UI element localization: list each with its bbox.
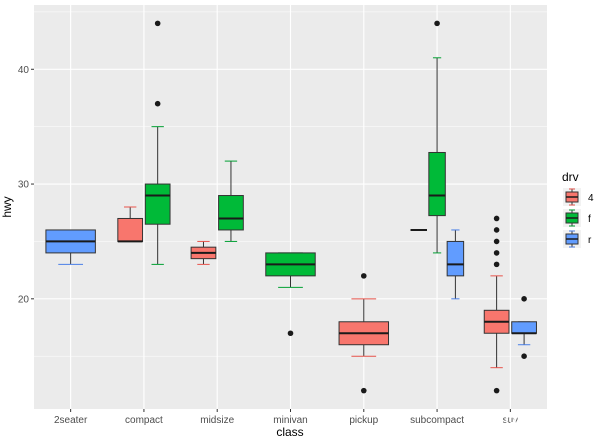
x-axis-ticks: 2seater compact midsize minivan pickup subcom… [54, 409, 518, 426]
outlier-point [287, 330, 294, 337]
outlier-point [521, 296, 527, 302]
boxes-layer [45, 20, 537, 394]
outlier-point [493, 227, 500, 233]
y-tick-label: 30 [18, 180, 30, 191]
y-tick-label: 20 [18, 294, 30, 305]
outlier-point [493, 238, 500, 245]
y-axis-title: hwy [0, 196, 14, 217]
x-tick-label: compact [125, 415, 163, 426]
box-body [511, 321, 537, 334]
y-tick-label: 40 [18, 65, 30, 76]
outlier-point [360, 387, 367, 394]
box-suv-4 [483, 215, 510, 394]
legend: drv 4 fr [562, 170, 594, 248]
legend-key-f [563, 209, 581, 227]
legend-title: drv [562, 170, 579, 184]
outlier-point [434, 20, 440, 27]
watermark: 知乎 @名本无名 [470, 410, 580, 428]
legend-key-4 [563, 188, 581, 206]
x-tick-label: minivan [273, 415, 307, 426]
box-2seater-r [45, 229, 96, 265]
legend-label-4: 4 [588, 193, 594, 204]
x-tick-label: suv [503, 415, 519, 426]
outlier-point [154, 20, 161, 27]
box-body [218, 195, 244, 231]
box-suv-r [511, 296, 537, 360]
x-tick-label: subcompact [410, 415, 464, 426]
box-body [428, 151, 446, 217]
outlier-point [493, 250, 500, 256]
box-midsize-f [218, 160, 244, 242]
y-axis-ticks: 20 30 40 [18, 65, 34, 305]
box-midsize-4 [190, 240, 217, 265]
box-pickup-4 [338, 273, 390, 394]
x-tick-label: pickup [349, 415, 378, 426]
x-tick-label: 2seater [54, 415, 88, 426]
gridlines [34, 5, 547, 409]
outlier-point [493, 261, 500, 268]
box-body [446, 240, 465, 277]
box-minivan-f [265, 252, 316, 337]
legend-label-r: r [588, 235, 592, 246]
box-subcompact-r [446, 229, 465, 300]
box-body [144, 183, 171, 225]
outlier-point [360, 273, 367, 279]
outlier-point [493, 387, 500, 394]
box-compact-4 [117, 206, 144, 243]
outlier-point [521, 353, 527, 360]
legend-key-r [563, 230, 581, 248]
box-body [117, 217, 144, 242]
outlier-point [493, 215, 500, 222]
outlier-point [154, 100, 161, 107]
box-subcompact-f [428, 20, 446, 254]
x-axis-title: class [276, 425, 303, 439]
x-tick-label: midsize [200, 415, 234, 426]
legend-label-f: f [588, 214, 591, 225]
box-compact-f [144, 20, 171, 265]
